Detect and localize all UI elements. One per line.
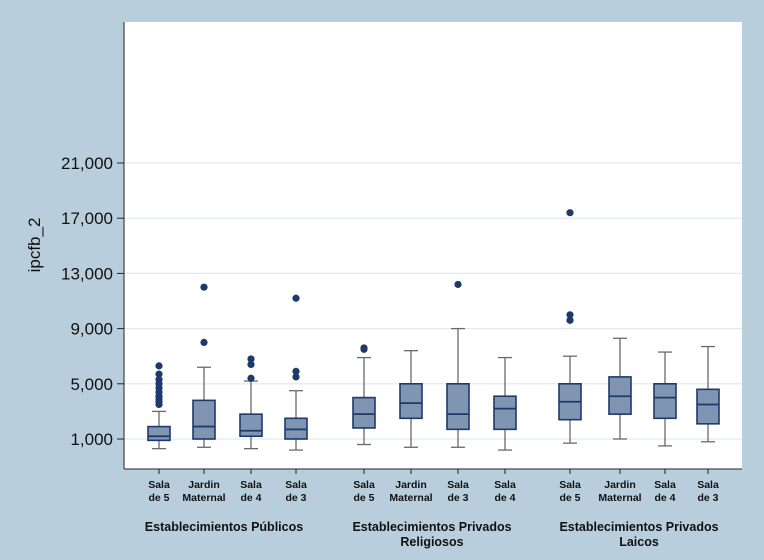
- category-label: Sala de 4: [240, 479, 262, 504]
- group-label: Establecimientos Privados Religiosos: [352, 520, 511, 549]
- box: [192, 399, 216, 440]
- outlier-point: [200, 338, 208, 346]
- y-tick-label: 5,000: [70, 375, 113, 394]
- category-label: Sala de 5: [353, 479, 375, 504]
- y-tick-label: 1,000: [70, 430, 113, 449]
- category-label: Sala de 5: [559, 479, 581, 504]
- outlier-point: [566, 311, 574, 319]
- axes: 1,000 5,000 9,000 13,000 17,000 21,000: [61, 22, 742, 474]
- y-tick-label: 17,000: [61, 209, 113, 228]
- category-label: Sala de 4: [654, 479, 676, 504]
- plot-area: [124, 22, 742, 469]
- outlier-point: [247, 360, 255, 369]
- y-axis-title: ipcfb_2: [25, 218, 44, 273]
- grid-lines: [124, 162, 742, 440]
- y-tick-label: 13,000: [61, 264, 113, 283]
- category-label: Jardin Maternal: [598, 479, 641, 504]
- category-label: Jardin Maternal: [389, 479, 432, 504]
- category-label: Sala de 3: [285, 479, 307, 504]
- category-label: Sala de 3: [447, 479, 469, 504]
- group-label: Establecimientos Públicos: [145, 520, 303, 534]
- category-label: Sala de 5: [148, 479, 170, 504]
- outlier-point: [155, 376, 163, 384]
- boxplots: [147, 209, 720, 451]
- box: [653, 382, 677, 420]
- outlier-point: [155, 370, 163, 378]
- category-label: Jardin Maternal: [182, 479, 225, 504]
- box: [352, 396, 376, 429]
- outlier-point: [200, 283, 208, 291]
- outlier-point: [566, 316, 574, 324]
- box: [446, 382, 470, 431]
- box: [493, 395, 517, 431]
- outlier-point: [155, 362, 163, 370]
- outlier-point: [247, 355, 255, 363]
- box: [399, 382, 423, 420]
- box: [147, 425, 171, 442]
- group-label: Establecimientos Privados Laicos: [559, 520, 718, 549]
- outlier-point: [292, 367, 300, 375]
- category-label: Sala de 4: [494, 479, 516, 504]
- outlier-point: [566, 209, 574, 217]
- outlier-point: [360, 344, 368, 352]
- y-tick-label: 9,000: [70, 320, 113, 339]
- box: [696, 388, 720, 425]
- y-tick-label: 21,000: [61, 154, 113, 173]
- category-labels: Sala de 5 Jardin Maternal Sala de 4 Sala de 3 Es…: [145, 479, 719, 549]
- box: [239, 413, 263, 438]
- outlier-point: [247, 374, 255, 382]
- outlier-point: [292, 373, 300, 381]
- category-label: Sala de 3: [697, 479, 719, 504]
- outlier-point: [454, 280, 462, 289]
- outlier-point: [292, 294, 300, 302]
